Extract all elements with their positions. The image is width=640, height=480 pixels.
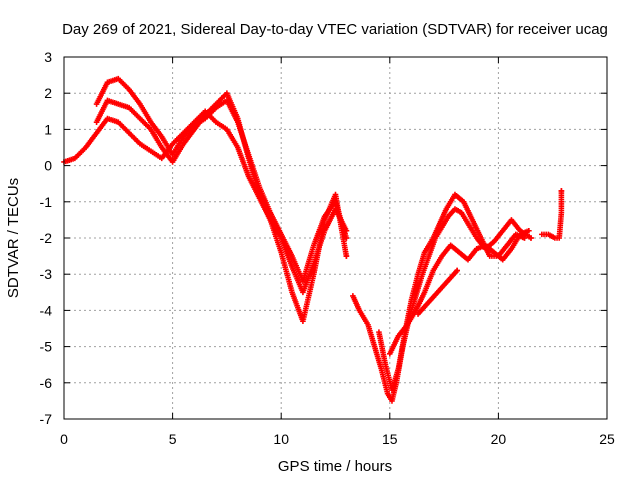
- data-point: [528, 235, 534, 241]
- series-6: [415, 267, 460, 317]
- y-tick-label: -6: [40, 375, 53, 391]
- y-tick-label: 0: [44, 158, 52, 174]
- data-points: [61, 75, 565, 404]
- series-4: [376, 191, 528, 393]
- x-tick-label: 15: [382, 431, 398, 447]
- series-2: [93, 90, 350, 325]
- data-point: [558, 188, 565, 194]
- series-7: [539, 188, 565, 241]
- x-tick-label: 10: [273, 431, 289, 447]
- x-tick-label: 20: [491, 431, 507, 447]
- chart-title: Day 269 of 2021, Sidereal Day-to-day VTE…: [62, 21, 608, 38]
- grid-lines: [64, 57, 607, 419]
- data-point: [343, 253, 350, 259]
- x-tick-labels: 0 5 10 15 20 25: [60, 431, 615, 447]
- y-tick-label: -7: [40, 411, 53, 427]
- y-tick-label: -3: [40, 266, 53, 282]
- x-tick-label: 0: [60, 431, 68, 447]
- data-point: [454, 267, 460, 274]
- data-point: [526, 227, 532, 234]
- y-tick-label: 1: [44, 121, 52, 137]
- data-point: [521, 235, 528, 241]
- x-tick-label: 5: [169, 431, 177, 447]
- y-tick-label: -5: [40, 339, 53, 355]
- y-tick-label: -4: [40, 302, 53, 318]
- y-tick-label: -2: [40, 230, 53, 246]
- y-axis-label: SDTVAR / TECUs: [5, 178, 22, 298]
- x-tick-label: 25: [599, 431, 615, 447]
- x-axis-label: GPS time / hours: [278, 458, 392, 475]
- series-1: [93, 75, 350, 285]
- axis-ticks: [63, 56, 608, 420]
- y-tick-label: 3: [44, 49, 52, 65]
- y-tick-label: -1: [40, 194, 53, 210]
- y-tick-label: 2: [44, 85, 52, 101]
- series-3: [350, 206, 534, 404]
- series-5: [387, 227, 532, 357]
- data-point: [343, 235, 350, 241]
- y-tick-labels: 3 2 1 0 -1 -2 -3 -4 -5 -6 -7: [40, 49, 53, 427]
